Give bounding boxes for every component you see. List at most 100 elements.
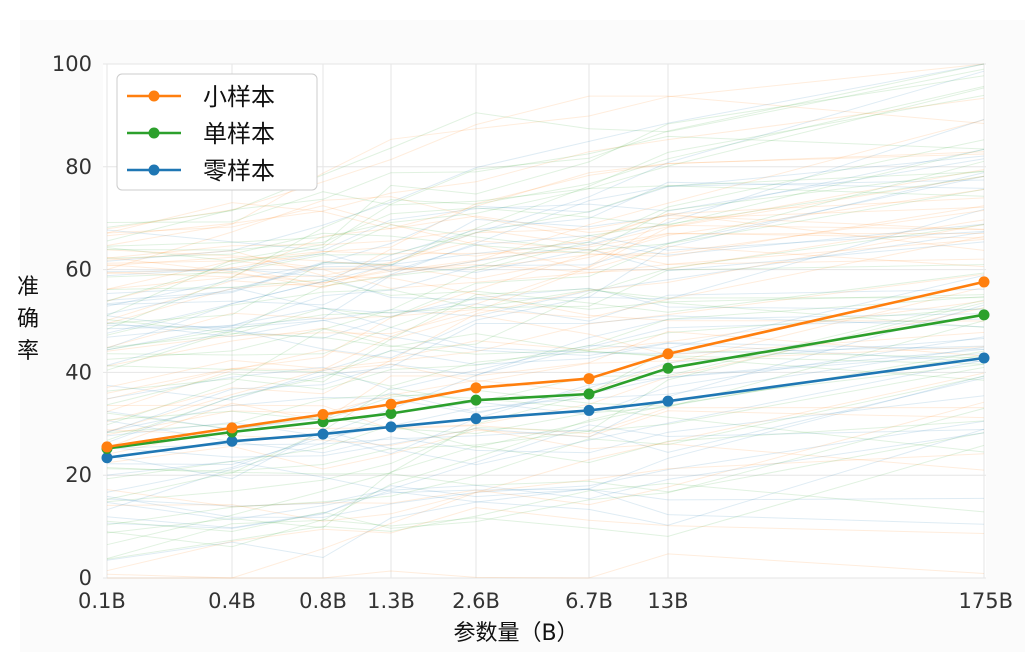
background-task-line [106, 273, 985, 388]
legend-marker [148, 90, 160, 102]
y-tick-label: 0 [79, 566, 92, 590]
background-task-line [106, 155, 985, 305]
background-task-line [106, 354, 985, 480]
background-task-line [106, 307, 985, 355]
x-axis-label: 参数量（B） [453, 621, 578, 646]
background-task-line [106, 153, 985, 278]
background-task-line [107, 372, 985, 579]
background-task-line [106, 420, 985, 534]
background-task-line [106, 320, 985, 435]
background-task-line [106, 85, 985, 330]
background-task-line [106, 181, 985, 334]
y-tick-label: 60 [65, 258, 92, 282]
background-task-line [106, 175, 985, 330]
background-task-line [106, 175, 985, 352]
background-task-line [106, 453, 985, 522]
background-task-line [106, 307, 985, 360]
background-task-line [106, 377, 985, 453]
background-task-line [106, 359, 985, 480]
background-task-line [106, 407, 985, 533]
legend-box [116, 73, 318, 191]
background-task-line [106, 286, 985, 322]
data-point [583, 373, 595, 385]
background-task-line [106, 264, 985, 351]
data-point [226, 435, 238, 447]
background-task-line [106, 314, 985, 367]
background-task-line [106, 197, 985, 302]
data-point [226, 422, 238, 434]
background-task-line [106, 63, 985, 246]
background-task-line [106, 346, 985, 466]
background-task-line [106, 188, 985, 280]
background-task-line [106, 428, 985, 526]
background-task-line [106, 485, 985, 529]
background-task-line [106, 286, 985, 436]
data-point [978, 276, 990, 288]
background-task-line [106, 319, 985, 365]
background-task-line [106, 158, 985, 252]
background-task-line [106, 350, 985, 387]
series-line [106, 280, 985, 449]
background-task-line [106, 118, 985, 351]
background-task-line [106, 553, 985, 579]
data-point [385, 398, 397, 410]
background-task-line [106, 348, 985, 430]
background-task-line [106, 319, 985, 357]
y-tick-label: 80 [65, 155, 92, 179]
background-task-line [106, 424, 985, 507]
legend-marker [148, 127, 160, 139]
background-task-line [106, 232, 985, 325]
background-task-line [106, 185, 985, 223]
data-point [317, 428, 329, 440]
background-task-line [106, 233, 985, 290]
background-task-line [106, 404, 985, 435]
background-task-line [106, 160, 985, 349]
background-task-line [106, 240, 985, 277]
background-task-line [106, 235, 985, 348]
background-task-line [106, 346, 985, 394]
background-task-line [106, 205, 985, 271]
background-task-line [106, 224, 985, 441]
background-task-line [106, 148, 985, 251]
background-task-line [106, 275, 985, 322]
background-task-line [106, 209, 985, 269]
background-task-line [106, 401, 985, 508]
y-tick-label: 100 [52, 52, 92, 76]
background-task-line [106, 375, 985, 561]
data-point [662, 395, 674, 407]
background-task-line [106, 342, 985, 401]
tick-labels: 0 20 40 60 80 100 0.1B 0.4B 0.8B 1.3B 2.6B 6.7B 13B 1… [52, 52, 1013, 613]
background-task-line [106, 288, 985, 406]
background-task-line [106, 420, 985, 518]
background-task-line [106, 330, 985, 448]
x-tick-label: 6.7B [565, 589, 613, 613]
background-task-line [106, 294, 985, 356]
y-tick-label: 20 [65, 463, 92, 487]
series-lines [101, 276, 990, 464]
background-task-line [106, 432, 985, 529]
background-task-line [106, 94, 985, 324]
legend-label: 单样本 [203, 120, 275, 148]
background-task-line [106, 208, 985, 301]
background-task-line [106, 63, 985, 302]
background-task-line [106, 315, 985, 444]
background-task-line [106, 63, 985, 262]
background-task-line [106, 300, 985, 413]
background-task-line [106, 223, 985, 301]
background-task-line [106, 139, 985, 426]
x-tick-label: 0.4B [208, 589, 256, 613]
data-point [385, 408, 397, 420]
background-task-line [106, 272, 985, 313]
background-task-line [106, 135, 985, 242]
background-task-line [106, 488, 985, 525]
background-task-line [106, 97, 985, 237]
data-point [101, 441, 113, 453]
background-task-line [106, 223, 985, 422]
background-task-line [106, 68, 985, 228]
background-task-line [106, 363, 985, 560]
data-point [317, 409, 329, 421]
series-line [106, 313, 985, 450]
background-task-line [106, 119, 985, 321]
background-task-line [106, 296, 985, 392]
